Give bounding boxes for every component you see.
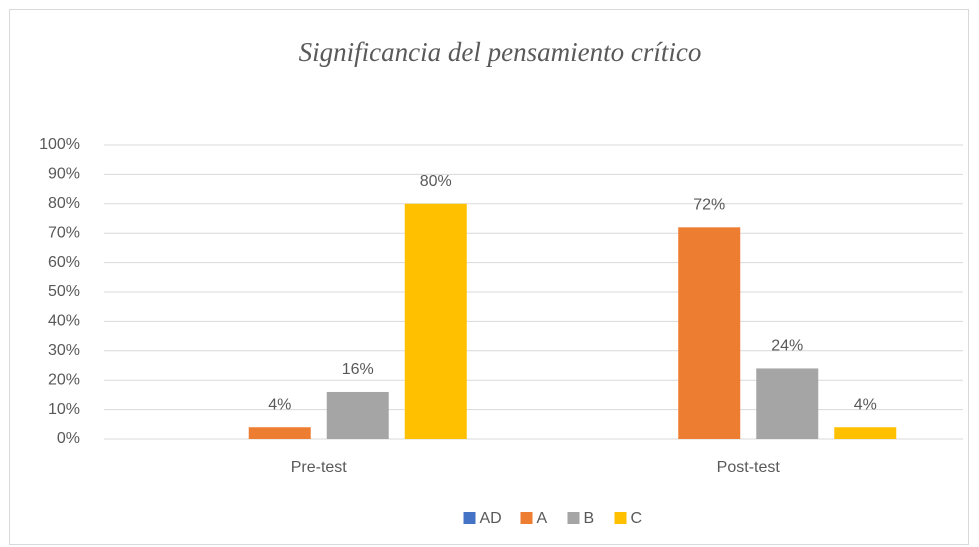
y-tick-label: 40% (48, 313, 80, 330)
legend-label: A (537, 510, 548, 527)
y-tick-label: 50% (48, 283, 80, 300)
x-tick-label: Pre-test (291, 459, 348, 476)
data-label: 4% (854, 396, 877, 413)
legend-swatch (520, 512, 533, 524)
legend-swatch (463, 512, 476, 524)
y-tick-label: 10% (48, 401, 80, 418)
y-tick-label: 60% (48, 254, 80, 271)
legend-label: B (584, 510, 595, 527)
y-tick-label: 30% (48, 342, 80, 359)
x-tick-label: Post-test (717, 459, 781, 476)
bar (756, 368, 819, 439)
y-tick-label: 90% (48, 166, 80, 183)
legend-swatch (614, 512, 627, 524)
bar (326, 391, 389, 439)
chart-border (9, 9, 969, 545)
y-tick-label: 80% (48, 195, 80, 212)
legend-swatch (567, 512, 580, 524)
data-label: 80% (420, 173, 452, 190)
y-tick-label: 100% (39, 136, 80, 153)
data-label: 16% (342, 361, 374, 378)
legend-label: AD (480, 510, 502, 527)
bar (404, 203, 467, 439)
data-label: 24% (771, 338, 803, 355)
data-label: 4% (268, 396, 291, 413)
y-tick-label: 70% (48, 224, 80, 241)
y-tick-label: 20% (48, 371, 80, 388)
bar (678, 227, 741, 439)
legend-label: C (631, 510, 643, 527)
chart-title: Significancia del pensamiento crítico (299, 37, 702, 67)
y-tick-label: 0% (57, 430, 80, 447)
data-label: 72% (693, 197, 725, 214)
bar (834, 427, 897, 439)
bar (248, 427, 311, 439)
